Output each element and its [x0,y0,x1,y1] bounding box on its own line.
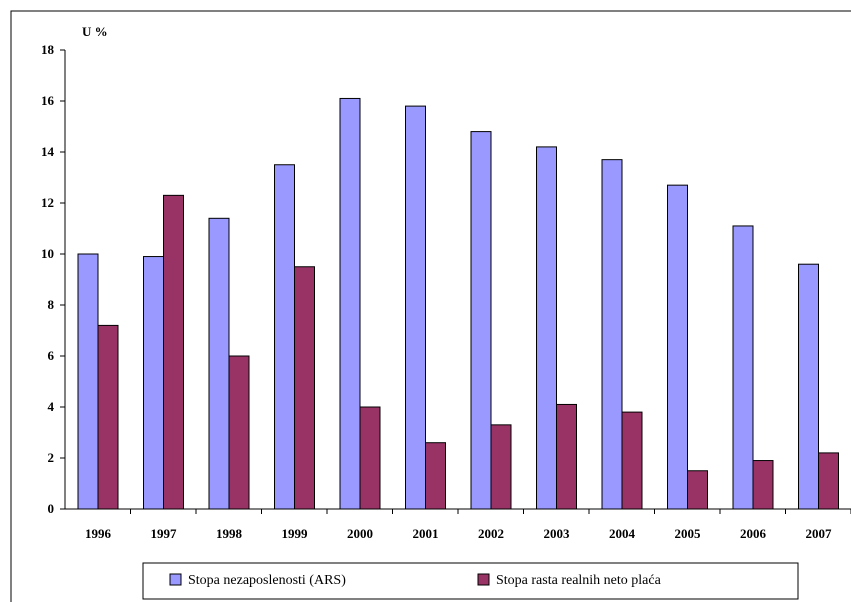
x-tick-label: 1998 [216,526,243,541]
bar-unemployment-1997 [143,256,164,510]
bar-wage-growth-2005 [687,470,708,510]
bar-wage-growth-2004 [621,411,643,510]
bar-unemployment-2002 [470,131,492,510]
bar-unemployment-1998 [208,217,230,510]
bar-wage-growth-2007 [818,452,839,510]
y-tick-label: 2 [48,450,55,465]
bar-unemployment-2003 [536,146,557,510]
y-tick-label: 16 [41,93,55,108]
x-tick-label: 2003 [544,526,571,541]
x-tick-label: 1997 [151,526,178,541]
y-tick-label: 10 [41,246,54,261]
y-tick-label: 4 [48,399,55,414]
legend: Stopa nezaposlenosti (ARS) Stopa rasta r… [142,562,799,600]
bar-wage-growth-2006 [752,460,774,510]
y-tick-label: 0 [48,501,55,516]
legend-box [142,562,799,600]
x-tick-label: 1996 [85,526,112,541]
y-tick-label: 12 [41,195,54,210]
bar-unemployment-2001 [405,105,426,510]
x-tick-label: 2007 [806,526,833,541]
bar-unemployment-2004 [601,159,623,510]
x-tick-label: 2000 [347,526,373,541]
y-tick-label: 18 [41,42,55,57]
unit-label: U % [82,24,108,39]
y-tick-label: 14 [41,144,55,159]
legend-label-unemployment: Stopa nezaposlenosti (ARS) [188,573,346,588]
bar-unemployment-2006 [732,225,754,510]
bar-wage-growth-2002 [490,424,512,510]
bar-wage-growth-2001 [425,442,446,510]
bar-unemployment-1999 [274,164,295,510]
bar-unemployment-2005 [667,184,688,510]
bar-wage-growth-1998 [228,355,250,510]
x-tick-label: 2002 [478,526,504,541]
x-tick-label: 1999 [282,526,309,541]
bar-wage-growth-2003 [556,403,577,510]
y-tick-label: 8 [48,297,55,312]
bar-unemployment-1996 [77,253,99,510]
x-tick-label: 2004 [609,526,636,541]
x-tick-label: 2001 [413,526,439,541]
chart-border [10,10,851,602]
y-tick-label: 6 [48,348,55,363]
x-tick-label: 2006 [740,526,767,541]
x-axis: 1996 1997 1998 1999 2000 2001 2002 2003 2004 2005… [85,509,851,541]
bar-wage-growth-2000 [359,406,381,510]
bar-wage-growth-1997 [163,194,184,510]
legend-label-wage-growth: Stopa rasta realnih neto plaća [496,573,662,588]
bar-wage-growth-1996 [97,324,119,510]
bar-unemployment-2000 [339,97,361,510]
legend-swatch-unemployment [169,573,182,586]
x-tick-label: 2005 [675,526,702,541]
y-axis: 0 2 4 6 8 10 12 14 16 18 [41,42,65,516]
bar-wage-growth-1999 [294,266,315,510]
bar-unemployment-2007 [798,263,819,510]
legend-swatch-wage-growth [477,573,490,586]
